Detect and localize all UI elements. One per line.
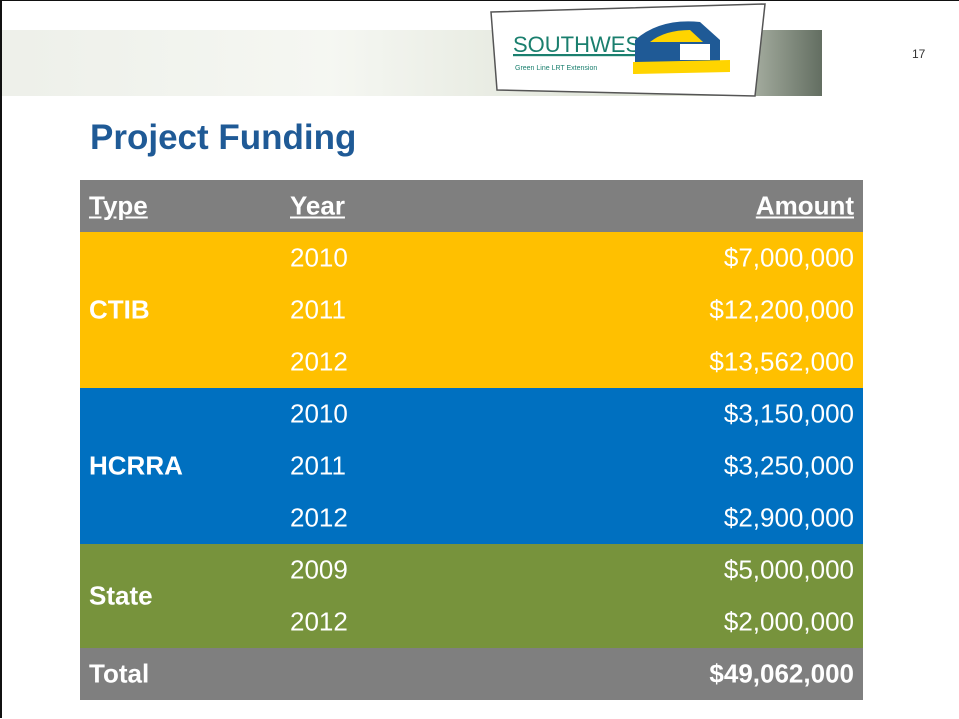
column-header: Type <box>89 190 148 221</box>
row: 2009 $5,000,000 <box>80 544 863 596</box>
logo: SOUTHWEST Green Line LRT Extension <box>490 3 766 97</box>
row: 2011 $12,200,000 <box>80 284 863 336</box>
group: 2010 $3,150,000 2011 $3,250,000 2012 $2,900,0… <box>80 388 863 544</box>
row: 2012 $2,000,000 <box>80 596 863 648</box>
year: 2011 <box>290 450 346 481</box>
amount: $2,900,000 <box>723 502 854 533</box>
group: 2009 $5,000,000 2012 $2,000,000 State <box>80 544 863 648</box>
row: 2012 $13,562,000 <box>80 336 863 388</box>
column-header: Year <box>290 190 345 221</box>
total-amount: $49,062,000 <box>709 658 854 689</box>
year: 2010 <box>290 242 348 273</box>
amount: $7,000,000 <box>723 242 854 273</box>
slide-number: 17 <box>912 47 926 61</box>
logo-name: SOUTHWEST <box>513 32 654 57</box>
amount: $5,000,000 <box>723 554 854 585</box>
type: State <box>89 580 153 611</box>
row: 2011 $3,250,000 <box>80 440 863 492</box>
amount: $3,250,000 <box>723 450 854 481</box>
column-header: Amount <box>755 190 854 221</box>
logo-tagline: Green Line LRT Extension <box>515 65 597 72</box>
total-label: Total <box>89 658 150 689</box>
year: 2010 <box>290 398 348 429</box>
year: 2012 <box>290 502 348 533</box>
amount: $13,562,000 <box>709 346 854 377</box>
year: 2012 <box>290 346 348 377</box>
row: 2012 $2,900,000 <box>80 492 863 544</box>
funding-table: Type Year Amount 2010 $7,000,000 2011 $12,200,… <box>80 180 863 700</box>
header-row: Type Year Amount <box>80 180 863 232</box>
type: HCRRA <box>89 450 183 481</box>
title: Project Funding <box>90 118 357 157</box>
group: 2010 $7,000,000 2011 $12,200,000 2012 $13,562… <box>80 232 863 388</box>
row: 2010 $7,000,000 <box>80 232 863 284</box>
total-row: Total $49,062,000 <box>80 648 863 700</box>
amount: $12,200,000 <box>709 294 854 325</box>
year: 2009 <box>290 554 348 585</box>
amount: $2,000,000 <box>723 606 854 637</box>
year: 2011 <box>290 294 346 325</box>
type: CTIB <box>89 294 150 325</box>
amount: $3,150,000 <box>723 398 854 429</box>
row: 2010 $3,150,000 <box>80 388 863 440</box>
year: 2012 <box>290 606 348 637</box>
